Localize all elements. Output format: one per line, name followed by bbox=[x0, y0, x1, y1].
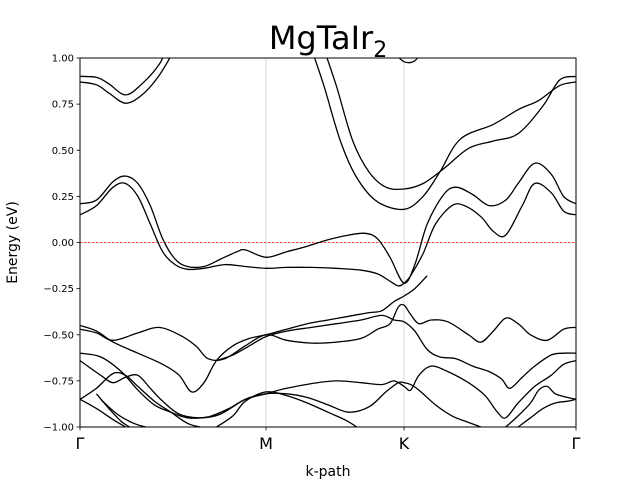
y-tick-label: −0.50 bbox=[43, 330, 74, 341]
y-tick-label: 0.50 bbox=[52, 146, 74, 157]
band-line-16 bbox=[100, 398, 147, 427]
band-line-5 bbox=[398, 58, 419, 64]
y-tick-label: −0.75 bbox=[43, 376, 74, 387]
band-line-6 bbox=[80, 162, 576, 284]
band-line-14 bbox=[80, 398, 126, 427]
kpoint-label: Γ bbox=[572, 434, 581, 453]
band-line-7 bbox=[80, 182, 576, 287]
band-line-13 bbox=[80, 371, 201, 427]
band-line-17 bbox=[216, 391, 358, 427]
band-line-11 bbox=[80, 352, 576, 419]
band-line-10 bbox=[216, 314, 576, 389]
y-tick-label: 0.75 bbox=[52, 100, 74, 111]
y-tick-label: −1.00 bbox=[43, 423, 74, 434]
kpoint-label: K bbox=[399, 434, 410, 453]
y-axis: −1.00 −0.75 −0.50 −0.25 0.00 0.25 0.50 0.75 1.00 bbox=[43, 54, 80, 434]
y-tick-label: 1.00 bbox=[52, 54, 74, 65]
band-line-18 bbox=[505, 385, 576, 427]
chart-title: MgTaIr2 bbox=[269, 19, 387, 63]
y-tick-label: 0.25 bbox=[52, 192, 74, 203]
band-line-1 bbox=[80, 58, 164, 96]
band-line-2 bbox=[80, 58, 171, 104]
band-line-19 bbox=[517, 398, 576, 427]
kpoint-divider-lines bbox=[265, 58, 405, 427]
band-line-12 bbox=[80, 360, 482, 427]
band-line-9 bbox=[80, 303, 576, 361]
band-line-3 bbox=[326, 58, 576, 191]
title-subscript: 2 bbox=[373, 38, 387, 63]
y-tick-label: −0.25 bbox=[43, 284, 74, 295]
band-lines bbox=[80, 58, 576, 427]
x-axis-label: k-path bbox=[306, 464, 351, 480]
title-main: MgTaIr bbox=[269, 19, 374, 57]
kpoint-label: M bbox=[259, 434, 273, 453]
y-axis-label: Energy (eV) bbox=[5, 201, 21, 284]
kpoint-label: Γ bbox=[76, 434, 85, 453]
y-tick-label: 0.00 bbox=[52, 238, 74, 249]
band-line-4 bbox=[313, 58, 576, 211]
band-line-8 bbox=[80, 275, 428, 393]
